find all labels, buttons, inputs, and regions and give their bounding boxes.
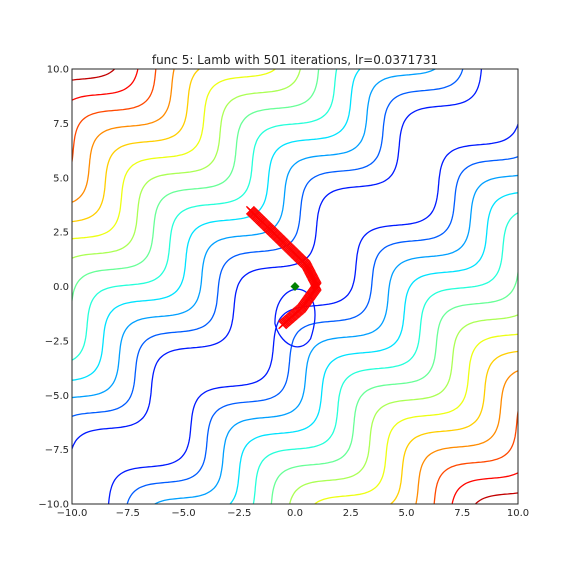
- y-tick-label: −10.0: [38, 500, 69, 511]
- contour-line: [288, 314, 518, 504]
- contour-line: [252, 212, 518, 504]
- contour-line: [270, 266, 518, 504]
- x-tick-label: −7.5: [116, 508, 140, 519]
- contour-line: [72, 69, 201, 223]
- contour-line: [389, 350, 518, 504]
- y-tick-label: −7.5: [45, 445, 69, 456]
- y-tick-label: 2.5: [53, 228, 69, 239]
- x-tick-label: 2.5: [343, 508, 359, 519]
- contour-line: [72, 69, 320, 307]
- contour-line: [72, 69, 175, 203]
- contour-line: [0, 0, 322, 306]
- chart-title: func 5: Lamb with 501 iterations, lr=0.0…: [152, 53, 438, 67]
- plot-frame: [71, 68, 519, 505]
- contour-line: [72, 69, 116, 81]
- x-tick-label: −5.0: [171, 508, 195, 519]
- y-tick-label: 10.0: [47, 65, 69, 76]
- y-tick-label: 0.0: [53, 282, 69, 293]
- contour-line: [415, 370, 518, 504]
- x-tick-label: 7.5: [454, 508, 470, 519]
- contour-line: [474, 492, 518, 504]
- contour-loop: [274, 288, 316, 348]
- contour-line: [72, 69, 338, 361]
- minimum-marker: [290, 282, 300, 291]
- x-axis-ticks: −10.0 −7.5 −5.0 −2.5 0.0 2.5 5.0 7.5 10.0: [57, 508, 529, 519]
- y-tick-label: −2.5: [45, 336, 69, 347]
- contour-line: [72, 69, 464, 418]
- y-tick-label: −5.0: [45, 391, 69, 402]
- x-tick-label: 10.0: [507, 508, 529, 519]
- contour-line: [126, 155, 518, 504]
- x-tick-label: −10.0: [57, 508, 88, 519]
- contour-line: [72, 69, 361, 381]
- y-tick-label: 5.0: [53, 173, 69, 184]
- contour-line: [229, 192, 518, 504]
- contour-line: [72, 69, 483, 452]
- minimum-marker-layer: [290, 282, 300, 291]
- contour-line: [433, 407, 518, 504]
- contour-line: [72, 69, 157, 166]
- optimizer-path: [245, 205, 322, 330]
- y-tick-label: 7.5: [53, 119, 69, 130]
- x-tick-label: 5.0: [399, 508, 415, 519]
- contour-line: [72, 69, 302, 259]
- contour-line: [451, 471, 518, 504]
- x-tick-label: −2.5: [227, 508, 251, 519]
- y-axis-ticks: 10.0 7.5 5.0 2.5 0.0 −2.5 −5.0 −7.5 −10.0: [38, 65, 69, 511]
- contour-line: [72, 69, 277, 240]
- path-marker: [278, 320, 288, 330]
- x-tick-label: 0.0: [287, 508, 303, 519]
- contour-line: [313, 333, 518, 504]
- contour-line: [72, 69, 139, 102]
